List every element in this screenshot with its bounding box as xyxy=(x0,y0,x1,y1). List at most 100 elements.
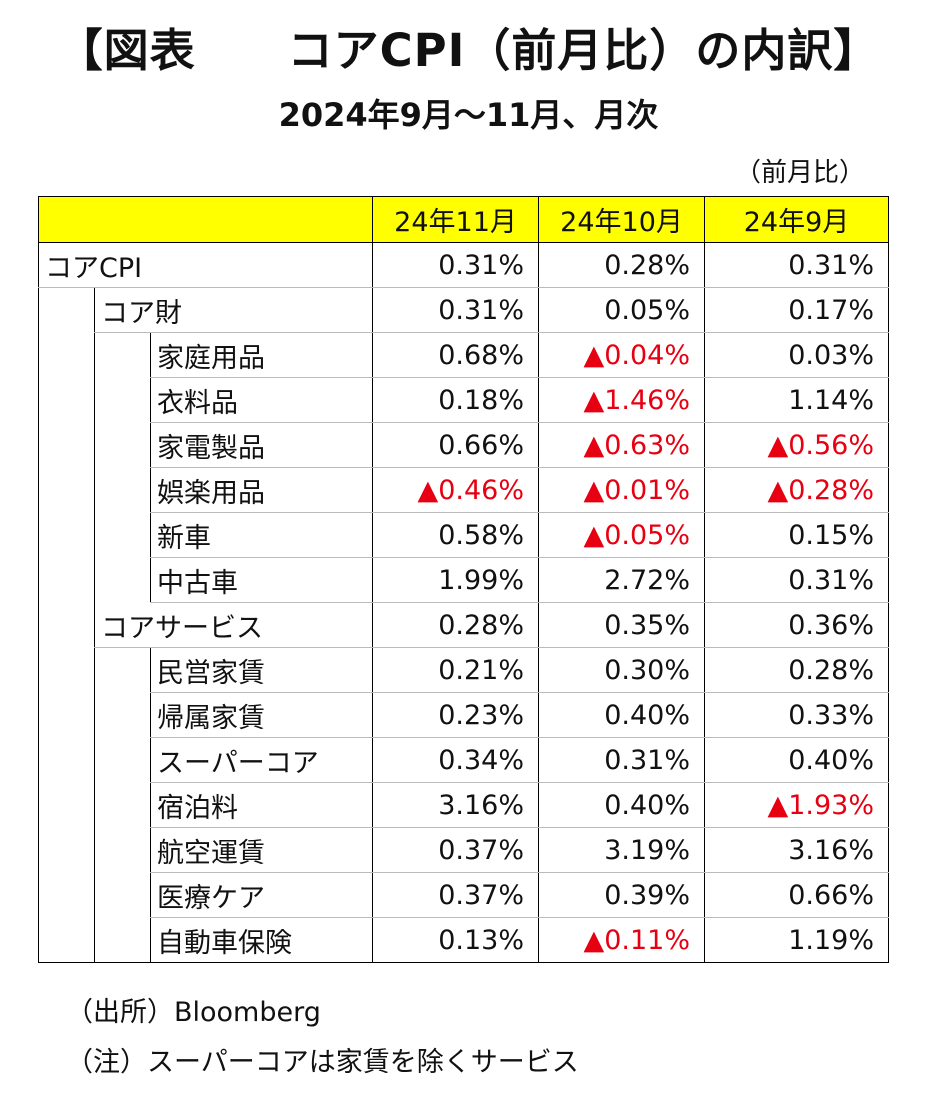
value-cell: ▲0.11% xyxy=(538,917,706,963)
value-cell: 3.16% xyxy=(372,782,540,828)
value-cell: ▲1.93% xyxy=(704,782,890,828)
table-row: 家電製品 0.66% ▲0.63% ▲0.56% xyxy=(38,422,890,468)
value-cell: 0.36% xyxy=(704,602,890,648)
value-cell: 0.31% xyxy=(704,242,890,288)
cpi-breakdown-table: 24年11月 24年10月 24年9月 コアCPI 0.31% 0.28% 0.31%… xyxy=(37,196,890,981)
indent-cell xyxy=(94,377,151,423)
row-label: コア財 xyxy=(93,287,373,333)
indent-cell xyxy=(38,647,95,693)
value-cell: 3.16% xyxy=(704,827,890,873)
value-cell: 0.33% xyxy=(704,692,890,738)
row-label: 衣料品 xyxy=(149,377,373,423)
table-row: コアCPI 0.31% 0.28% 0.31% xyxy=(37,242,890,288)
indent-cell xyxy=(38,512,95,558)
value-cell: 0.58% xyxy=(372,512,540,558)
table-header-row: 24年11月 24年10月 24年9月 xyxy=(37,196,890,243)
indent-cell xyxy=(94,422,151,468)
value-cell: 1.19% xyxy=(704,917,890,963)
value-cell: 0.37% xyxy=(372,872,540,918)
table-row: コア財 0.31% 0.05% 0.17% xyxy=(38,287,890,333)
row-label: コアCPI xyxy=(37,242,373,288)
value-cell: 0.66% xyxy=(372,422,540,468)
value-cell: ▲0.28% xyxy=(704,467,890,513)
value-cell: 0.31% xyxy=(372,242,540,288)
table-row: 宿泊料 3.16% 0.40% ▲1.93% xyxy=(38,782,890,828)
value-cell: 0.17% xyxy=(704,287,890,333)
row-label: 民営家賃 xyxy=(149,647,373,693)
indent-cell xyxy=(38,692,95,738)
value-cell: 0.13% xyxy=(372,917,540,963)
indent-cell xyxy=(38,557,95,603)
value-cell: 0.21% xyxy=(372,647,540,693)
value-cell: ▲0.46% xyxy=(372,467,540,513)
value-cell: 0.31% xyxy=(372,287,540,333)
indent-cell xyxy=(38,737,95,783)
indent-cell xyxy=(94,692,151,738)
value-cell: ▲0.01% xyxy=(538,467,706,513)
footnote: （注）スーパーコアは家賃を除くサービス xyxy=(66,1047,579,1078)
value-cell: 0.28% xyxy=(538,242,706,288)
value-cell: 0.28% xyxy=(372,602,540,648)
value-cell: 0.40% xyxy=(538,692,706,738)
indent-cell xyxy=(94,827,151,873)
value-cell: 0.18% xyxy=(372,377,540,423)
value-cell: 0.40% xyxy=(538,782,706,828)
value-cell: 0.23% xyxy=(372,692,540,738)
table-row: 航空運賃 0.37% 3.19% 3.16% xyxy=(38,827,890,873)
indent-cell xyxy=(38,917,95,963)
value-cell: 0.68% xyxy=(372,332,540,378)
indent-cell xyxy=(94,917,151,963)
value-cell: 1.14% xyxy=(704,377,890,423)
value-cell: 0.30% xyxy=(538,647,706,693)
value-cell: 0.39% xyxy=(538,872,706,918)
indent-cell xyxy=(38,602,95,648)
indent-cell xyxy=(38,422,95,468)
row-label: 宿泊料 xyxy=(149,782,373,828)
row-label: 自動車保険 xyxy=(149,917,373,963)
unit-label: （前月比） xyxy=(734,158,865,188)
value-cell: 0.34% xyxy=(372,737,540,783)
indent-cell xyxy=(94,332,151,378)
indent-cell xyxy=(38,332,95,378)
row-label: コアサービス xyxy=(93,602,373,648)
table-row: 中古車 1.99% 2.72% 0.31% xyxy=(38,557,890,603)
table-row: コアサービス 0.28% 0.35% 0.36% xyxy=(38,602,890,648)
value-cell: 0.31% xyxy=(538,737,706,783)
indent-cell xyxy=(94,782,151,828)
indent-cell xyxy=(38,467,95,513)
value-cell: 0.05% xyxy=(538,287,706,333)
indent-cell xyxy=(38,377,95,423)
row-label: 家庭用品 xyxy=(149,332,373,378)
table-row: 衣料品 0.18% ▲1.46% 1.14% xyxy=(38,377,890,423)
table-row: 帰属家賃 0.23% 0.40% 0.33% xyxy=(38,692,890,738)
value-cell: ▲0.63% xyxy=(538,422,706,468)
value-cell: 0.31% xyxy=(704,557,890,603)
value-cell: 2.72% xyxy=(538,557,706,603)
table-row: 医療ケア 0.37% 0.39% 0.66% xyxy=(38,872,890,918)
indent-cell xyxy=(38,287,95,333)
indent-cell xyxy=(94,737,151,783)
value-cell: 0.28% xyxy=(704,647,890,693)
value-cell: 0.15% xyxy=(704,512,890,558)
page-subtitle: 2024年9月～11月、月次 xyxy=(278,96,659,134)
source-note: （出所）Bloomberg xyxy=(66,997,321,1028)
value-cell: 0.40% xyxy=(704,737,890,783)
table-row: スーパーコア 0.34% 0.31% 0.40% xyxy=(38,737,890,783)
row-label: 帰属家賃 xyxy=(149,692,373,738)
value-cell: 3.19% xyxy=(538,827,706,873)
table-row: 民営家賃 0.21% 0.30% 0.28% xyxy=(38,647,890,693)
indent-cell xyxy=(94,872,151,918)
value-cell: ▲1.46% xyxy=(538,377,706,423)
indent-cell xyxy=(38,827,95,873)
value-cell: 0.37% xyxy=(372,827,540,873)
row-label: スーパーコア xyxy=(149,737,373,783)
page-title: 【図表 コアCPI（前月比）の内訳】 xyxy=(57,24,880,77)
table-row: 自動車保険 0.13% ▲0.11% 1.19% xyxy=(38,917,890,963)
table-row: 家庭用品 0.68% ▲0.04% 0.03% xyxy=(38,332,890,378)
table-row: 娯楽用品 ▲0.46% ▲0.01% ▲0.28% xyxy=(38,467,890,513)
header-blank-cell xyxy=(37,196,374,243)
row-label: 家電製品 xyxy=(149,422,373,468)
row-label: 医療ケア xyxy=(149,872,373,918)
indent-cell xyxy=(94,647,151,693)
column-header: 24年9月 xyxy=(704,196,890,243)
